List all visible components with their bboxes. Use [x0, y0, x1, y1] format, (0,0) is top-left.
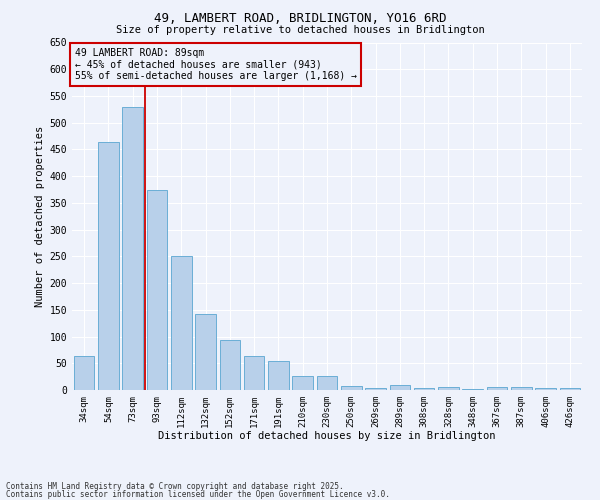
Bar — [463, 389, 483, 390]
Text: 49 LAMBERT ROAD: 89sqm
← 45% of detached houses are smaller (943)
55% of semi-de: 49 LAMBERT ROAD: 89sqm ← 45% of detached… — [74, 48, 356, 81]
X-axis label: Distribution of detached houses by size in Bridlington: Distribution of detached houses by size … — [158, 432, 496, 442]
Y-axis label: Number of detached properties: Number of detached properties — [35, 126, 46, 307]
Bar — [438, 387, 459, 390]
Text: Contains public sector information licensed under the Open Government Licence v3: Contains public sector information licen… — [6, 490, 390, 499]
Text: Size of property relative to detached houses in Bridlington: Size of property relative to detached ho… — [116, 25, 484, 35]
Bar — [122, 106, 143, 390]
Bar — [414, 388, 434, 390]
Text: 49, LAMBERT ROAD, BRIDLINGTON, YO16 6RD: 49, LAMBERT ROAD, BRIDLINGTON, YO16 6RD — [154, 12, 446, 26]
Bar — [292, 376, 313, 390]
Bar — [341, 386, 362, 390]
Bar — [268, 360, 289, 390]
Bar — [220, 340, 240, 390]
Bar — [146, 190, 167, 390]
Bar — [511, 388, 532, 390]
Bar — [74, 356, 94, 390]
Bar — [487, 388, 508, 390]
Bar — [171, 256, 191, 390]
Bar — [389, 384, 410, 390]
Bar — [98, 142, 119, 390]
Bar — [244, 356, 265, 390]
Bar — [535, 388, 556, 390]
Bar — [195, 314, 216, 390]
Bar — [560, 388, 580, 390]
Text: Contains HM Land Registry data © Crown copyright and database right 2025.: Contains HM Land Registry data © Crown c… — [6, 482, 344, 491]
Bar — [317, 376, 337, 390]
Bar — [365, 388, 386, 390]
